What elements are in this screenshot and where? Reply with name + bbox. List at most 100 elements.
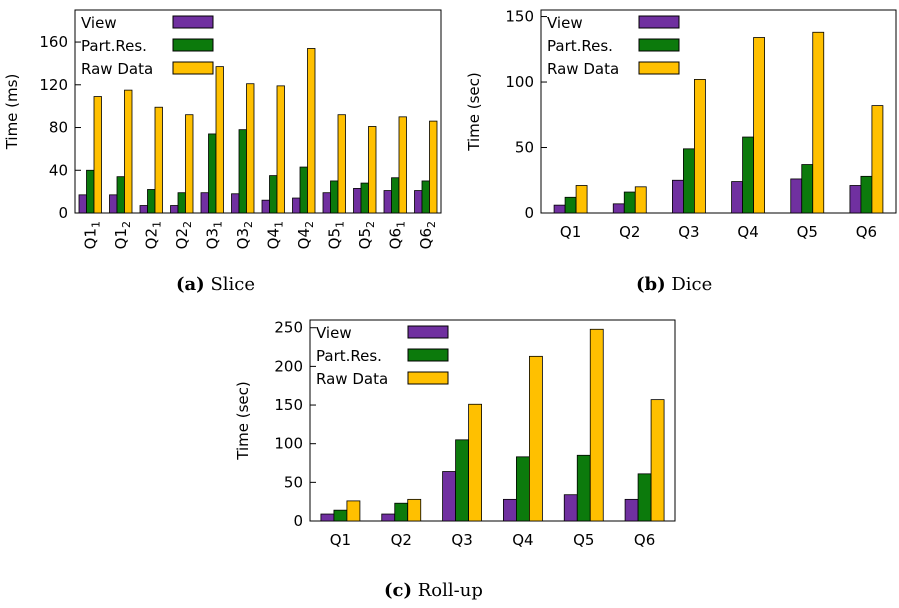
- x-tick-label-base: Q6: [386, 228, 404, 249]
- bar-view: [553, 204, 566, 214]
- bar-raw-data: [185, 114, 194, 214]
- bar-part-res: [564, 196, 577, 214]
- bar-raw-data: [124, 89, 133, 214]
- x-tick-label: Q41: [264, 221, 285, 249]
- bar-part-res: [147, 189, 156, 214]
- bar-view: [672, 179, 684, 214]
- legend-swatch-part-res: [172, 38, 214, 52]
- bar-raw-data: [154, 106, 163, 214]
- x-tick-label-base: Q6: [417, 228, 435, 249]
- chart-dice-svg: 0 50 100 150 Time (sec) Q1 Q2 Q3 Q4 Q5 Q6 View Part.…: [465, 8, 897, 241]
- legend-swatch-raw-data: [172, 61, 214, 75]
- chart-rollup: 0 50 100 150 200 250 Time (sec) Q1 Q2 Q3 Q4 Q5 Q6 Vie…: [228, 305, 678, 570]
- bar-part-res: [394, 502, 409, 522]
- bar-view: [381, 513, 396, 522]
- x-tick-label-sub: 2: [425, 221, 438, 228]
- caption-dice: (b) Dice: [636, 274, 712, 295]
- x-tick-label-sub: 2: [181, 221, 194, 228]
- y-tick-label: 150: [274, 396, 303, 414]
- x-tick-label: Q3: [451, 531, 472, 549]
- bar-part-res: [516, 456, 530, 522]
- bar-part-res: [177, 192, 186, 214]
- x-tick-label-sub: 1: [89, 221, 102, 228]
- x-tick-label-sub: 2: [242, 221, 255, 228]
- caption-name: Slice: [210, 274, 256, 295]
- x-tick-label: Q6: [634, 531, 655, 549]
- x-tick-label-base: Q4: [295, 228, 313, 249]
- bar-raw-data: [871, 105, 884, 214]
- bar-raw-data: [346, 500, 361, 522]
- caption-letter: (c): [384, 580, 412, 601]
- x-tick-label: Q31: [203, 221, 224, 249]
- x-tick-label: Q5: [573, 531, 594, 549]
- x-tick-label-base: Q5: [356, 228, 374, 249]
- bar-part-res: [421, 180, 430, 214]
- bar-raw-data: [650, 399, 665, 522]
- legend-swatch-part-res: [407, 348, 449, 362]
- bar-part-res: [683, 148, 695, 214]
- x-tick-label-base: Q1: [112, 228, 130, 249]
- legend-label-part-res: Part.Res.: [81, 37, 147, 55]
- bar-raw-data: [337, 114, 346, 214]
- bar-raw-data: [529, 355, 543, 522]
- bar-raw-data: [694, 79, 706, 214]
- bar-view: [790, 178, 803, 214]
- bar-raw-data: [634, 186, 647, 214]
- chart-slice: 0 40 80 120 160 Time (ms) Q11 Q12 Q21 Q22 Q31 Q32 Q4…: [0, 0, 445, 268]
- x-tick-label-sub: 1: [211, 221, 224, 228]
- y-tick-label: 50: [515, 139, 534, 157]
- bar-view: [414, 190, 423, 214]
- legend-swatch-view: [172, 15, 214, 29]
- bar-part-res: [86, 169, 95, 214]
- bar-view: [503, 498, 517, 522]
- y-tick-label: 100: [505, 73, 534, 91]
- bar-view: [563, 494, 578, 522]
- bar-raw-data: [93, 96, 102, 214]
- x-tick-label: Q1: [330, 531, 351, 549]
- x-tick-label: Q2: [391, 531, 412, 549]
- legend-swatch-view: [407, 325, 449, 339]
- x-tick-label: Q61: [386, 221, 407, 249]
- bar-raw-data: [407, 498, 422, 522]
- bar-raw-data: [307, 48, 316, 214]
- legend-label-view: View: [316, 324, 352, 342]
- y-tick-label: 0: [58, 204, 68, 222]
- bar-part-res: [637, 473, 652, 522]
- x-tick-label: Q11: [81, 221, 102, 249]
- legend-label-raw-data: Raw Data: [547, 60, 619, 78]
- bar-raw-data: [753, 37, 765, 214]
- legend-label-raw-data: Raw Data: [316, 370, 388, 388]
- x-tick-label: Q1: [560, 223, 581, 241]
- x-tick-label: Q6: [856, 223, 877, 241]
- y-axis-label: Time (sec): [465, 72, 483, 151]
- caption-rollup: (c) Roll-up: [384, 580, 483, 601]
- y-tick-label: 150: [505, 8, 534, 26]
- bar-view: [322, 192, 331, 214]
- x-tick-label-base: Q3: [203, 228, 221, 249]
- x-tick-label: Q22: [173, 221, 194, 249]
- legend-label-raw-data: Raw Data: [81, 60, 153, 78]
- x-tick-label-base: Q5: [325, 228, 343, 249]
- x-tick-label: Q32: [234, 221, 255, 249]
- bar-raw-data: [575, 185, 588, 214]
- bar-part-res: [455, 439, 469, 522]
- bar-part-res: [333, 509, 348, 522]
- legend-swatch-raw-data: [638, 61, 680, 75]
- legend-label-part-res: Part.Res.: [547, 37, 613, 55]
- bar-view: [261, 199, 270, 214]
- bar-raw-data: [812, 31, 825, 214]
- plot-frame: [74, 9, 442, 214]
- bar-view: [442, 471, 456, 522]
- caption-letter: (b): [636, 274, 666, 295]
- caption-letter: (a): [176, 274, 205, 295]
- bar-view: [320, 513, 335, 522]
- y-tick-label: 0: [524, 204, 534, 222]
- bar-view: [383, 190, 392, 214]
- legend-swatch-part-res: [638, 38, 680, 52]
- x-tick-label-sub: 1: [272, 221, 285, 228]
- bar-view: [624, 498, 639, 522]
- bar-view: [109, 194, 118, 214]
- x-tick-label-base: Q2: [173, 228, 191, 249]
- y-tick-label: 200: [274, 357, 303, 375]
